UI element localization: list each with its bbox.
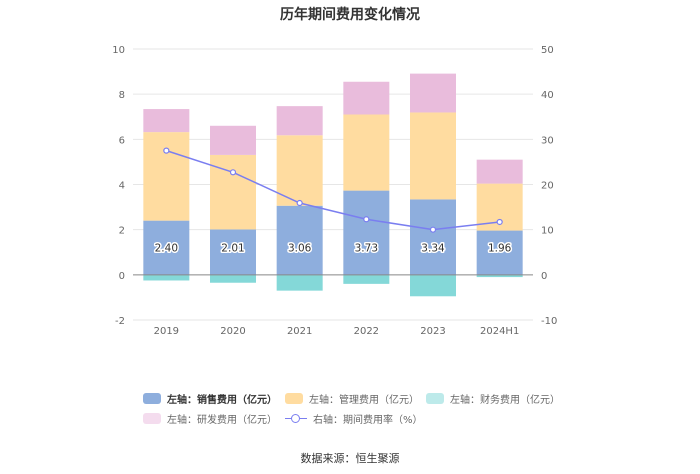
- y-right-tick-label: 0: [541, 271, 547, 282]
- y-left-tick-label: 4: [119, 181, 125, 192]
- data-source: 数据来源：恒生聚源: [300, 452, 400, 465]
- y-right-tick-label: 10: [541, 226, 554, 237]
- bar-admin: [143, 132, 190, 221]
- bar-finance: [410, 274, 456, 297]
- x-tick-label: 2024H1: [480, 326, 519, 337]
- y-left-tick-label: 10: [112, 45, 125, 56]
- rate-point: [496, 218, 503, 226]
- y-left-tick-label: -2: [115, 316, 125, 327]
- axis-layer: -2 0 2 4 6 8 10 -10 0 10 20 30 40 50 2019 2020 2021 2022 2…: [112, 45, 557, 337]
- bar-finance: [276, 274, 323, 291]
- y-left-tick-label: 8: [119, 90, 125, 101]
- rate-point: [296, 199, 303, 207]
- bar-finance: [143, 274, 190, 281]
- bar-admin: [276, 135, 323, 206]
- rate-point: [229, 169, 237, 176]
- grid-layer: [133, 48, 533, 321]
- bar-rnd: [410, 73, 456, 113]
- rate-point: [363, 216, 370, 223]
- legend-label-admin: 左轴：管理费用（亿元）: [309, 395, 419, 406]
- bar-admin: [210, 154, 256, 230]
- y-right-tick-label: 30: [541, 135, 554, 146]
- bar-sales-label: 3.06: [288, 243, 312, 255]
- legend-item-sales[interactable]: 左轴：销售费用（亿元）: [143, 391, 277, 406]
- bar-sales: [210, 229, 256, 275]
- bar-rnd: [343, 81, 390, 115]
- bar-finance: [343, 274, 390, 284]
- legend-swatch-finance: [426, 393, 444, 404]
- y-right-tick-label: 40: [541, 90, 554, 101]
- bar-rnd: [276, 106, 323, 136]
- legend-item-finance[interactable]: 左轴：财务费用（亿元）: [426, 391, 560, 406]
- y-left-tick-label: 0: [119, 271, 125, 282]
- legend-swatch-rnd: [143, 413, 161, 424]
- y-right-tick-label: 20: [541, 181, 554, 192]
- legend-item-admin[interactable]: 左轴：管理费用（亿元）: [285, 391, 419, 406]
- bar-layer: [143, 73, 523, 297]
- rate-line: [166, 149, 500, 231]
- bar-sales-label: 3.73: [355, 243, 378, 255]
- rate-point: [163, 147, 170, 154]
- legend-label-finance: 左轴：财务费用（亿元）: [450, 395, 560, 406]
- legend-swatch-admin: [285, 393, 303, 404]
- bar-sales: [476, 230, 523, 275]
- label-layer: 2.40 2.01 3.06 3.73 3.34 1.96: [153, 241, 513, 256]
- bar-sales-label: 3.34: [421, 243, 445, 255]
- y-right-tick-label: -10: [541, 316, 557, 327]
- legend-swatch-sales: [143, 393, 161, 404]
- y-left-tick-label: 6: [119, 135, 125, 146]
- x-tick-label: 2020: [220, 326, 245, 337]
- bar-sales: [343, 190, 390, 275]
- x-tick-label: 2023: [420, 326, 445, 337]
- bar-rnd: [476, 159, 523, 184]
- legend-item-rate[interactable]: 右轴：期间费用率（%）: [285, 411, 423, 426]
- x-tick-label: 2019: [154, 326, 179, 337]
- legend-swatch-rate: [285, 413, 307, 424]
- bar-sales-label: 2.01: [221, 243, 244, 255]
- bar-finance: [210, 274, 256, 283]
- bar-admin: [343, 114, 390, 191]
- x-tick-label: 2022: [354, 326, 379, 337]
- rate-point: [429, 226, 437, 233]
- y-right-tick-label: 50: [541, 45, 554, 56]
- bar-rnd: [210, 125, 256, 155]
- legend-item-rnd[interactable]: 左轴：研发费用（亿元）: [143, 411, 277, 426]
- bar-admin: [410, 112, 456, 200]
- legend-label-rnd: 左轴：研发费用（亿元）: [167, 415, 277, 426]
- line-layer: [163, 147, 503, 233]
- x-tick-label: 2021: [287, 326, 312, 337]
- chart-title: 历年期间费用变化情况: [280, 7, 420, 23]
- bar-sales: [410, 199, 456, 275]
- legend-label-sales: 左轴：销售费用（亿元）: [167, 395, 277, 406]
- bar-rnd: [143, 109, 190, 133]
- bar-sales: [276, 205, 323, 275]
- bar-sales: [143, 220, 190, 275]
- bar-sales-label: 1.96: [488, 243, 512, 255]
- legend-label-rate: 右轴：期间费用率（%）: [313, 415, 423, 426]
- bar-finance: [476, 274, 523, 278]
- bar-sales-label: 2.40: [155, 243, 178, 255]
- y-left-tick-label: 2: [119, 226, 125, 237]
